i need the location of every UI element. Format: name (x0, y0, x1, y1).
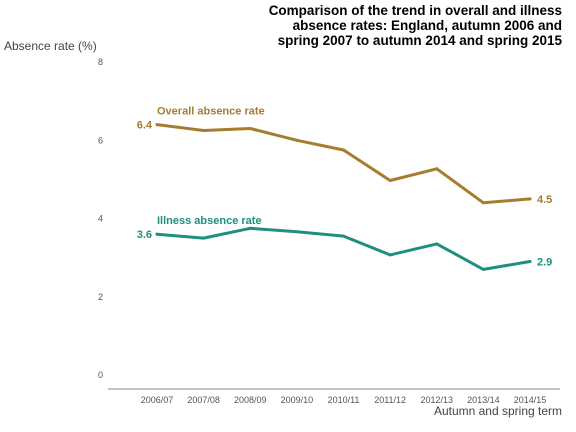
y-tick-label: 8 (98, 57, 103, 67)
y-axis-label: Absence rate (%) (4, 39, 97, 53)
x-tick-label: 2008/09 (234, 395, 267, 405)
x-tick-label: 2009/10 (281, 395, 314, 405)
data-point-overall (528, 197, 532, 201)
y-tick-label: 2 (98, 292, 103, 302)
start-value-label-illness: 3.6 (137, 229, 152, 241)
series-label-illness: Illness absence rate (157, 215, 262, 227)
x-tick-label: 2006/07 (141, 395, 174, 405)
x-tick-label: 2007/08 (187, 395, 220, 405)
data-point-overall (435, 167, 439, 171)
series-line-illness (155, 226, 532, 271)
chart-title-line-2: absence rates: England, autumn 2006 and (292, 18, 562, 33)
data-point-illness (295, 230, 299, 234)
data-point-overall (388, 179, 392, 183)
data-point-overall (155, 123, 159, 127)
x-tick-label: 2014/15 (514, 395, 547, 405)
end-value-label-illness: 2.9 (537, 257, 552, 269)
series-label-overall: Overall absence rate (157, 106, 265, 118)
data-point-illness (388, 253, 392, 257)
data-point-illness (248, 226, 252, 230)
data-point-illness (435, 242, 439, 246)
data-point-overall (481, 201, 485, 205)
y-tick-label: 6 (98, 135, 103, 145)
chart-title-line-3: spring 2007 to autumn 2014 and spring 20… (277, 33, 562, 48)
series-layer: Overall absence rate 6.4 4.5 Illness absenc… (137, 106, 552, 271)
x-axis-ticks: 2006/07 2007/08 2008/09 2009/10 2010/11 2011/… (141, 395, 547, 405)
data-point-overall (295, 138, 299, 142)
data-point-overall (202, 128, 206, 132)
x-tick-label: 2010/11 (328, 395, 360, 405)
data-point-overall (248, 127, 252, 131)
x-tick-label: 2012/13 (420, 395, 453, 405)
data-point-illness (155, 232, 159, 236)
data-point-illness (202, 236, 206, 240)
data-point-illness (342, 234, 345, 238)
x-tick-label: 2011/12 (374, 395, 406, 405)
x-tick-label: 2013/14 (467, 395, 500, 405)
start-value-label-overall: 6.4 (137, 120, 153, 132)
data-point-overall (342, 148, 345, 152)
y-tick-label: 4 (98, 214, 103, 224)
series-line-overall (155, 123, 532, 205)
y-axis-ticks: 0 2 4 6 8 (98, 57, 103, 380)
chart-title-line-1: Comparison of the trend in overall and i… (268, 3, 562, 18)
data-point-illness (528, 260, 532, 264)
y-tick-label: 0 (98, 370, 103, 380)
x-axis-label: Autumn and spring term (433, 404, 562, 418)
end-value-label-overall: 4.5 (537, 194, 552, 206)
chart-title: Comparison of the trend in overall and i… (232, 3, 562, 48)
data-point-illness (481, 267, 485, 271)
